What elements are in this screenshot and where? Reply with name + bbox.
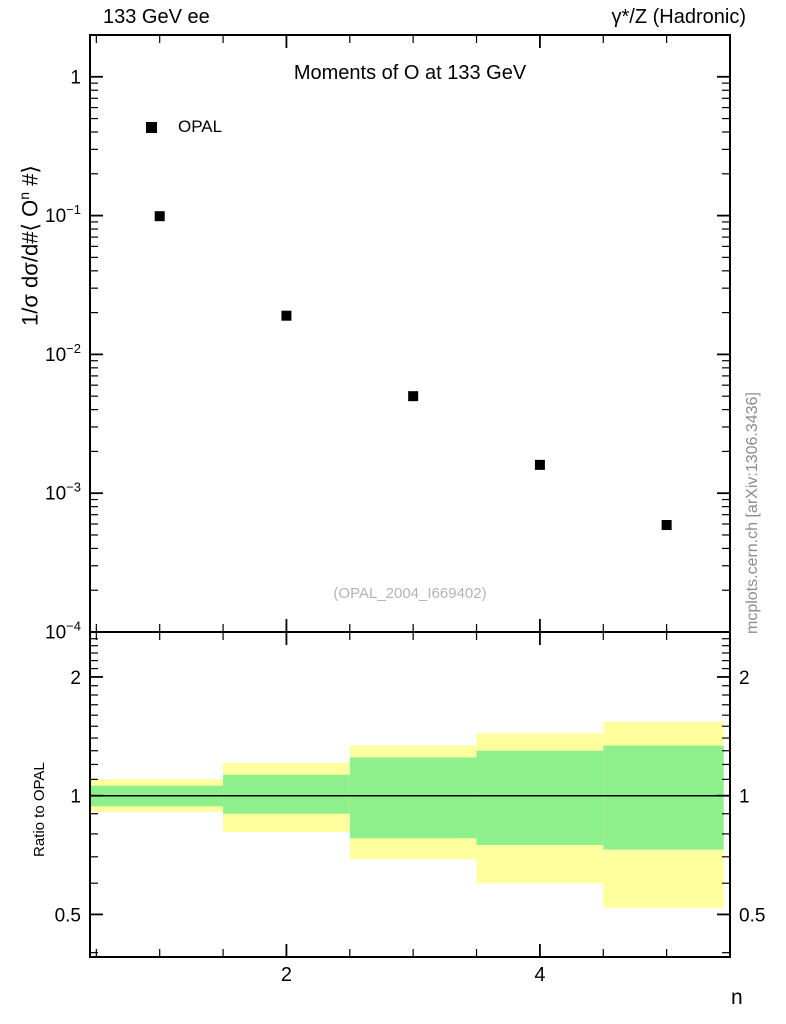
x-tick-label: 2	[281, 964, 292, 986]
header-beam-energy: 133 GeV ee	[103, 6, 210, 28]
ratio-y-tick-label-right: 1	[739, 787, 750, 808]
x-tick-label: 4	[534, 964, 545, 986]
legend-label: OPAL	[178, 117, 223, 136]
data-point-square	[534, 459, 545, 470]
analysis-watermark: (OPAL_2004_I669402)	[333, 585, 487, 602]
inner-uncertainty-band	[603, 745, 724, 850]
ratio-bands	[90, 721, 724, 908]
data-point-square	[281, 310, 292, 321]
main-y-axis-label: 1/σ dσ/d#⟨ On #⟩	[16, 165, 43, 326]
ratio-y-tick-label-right: 0.5	[739, 905, 765, 926]
ratio-y-tick-label-left: 2	[70, 668, 81, 689]
attribution-side-text: mcplots.cern.ch [arXiv:1306.3436]	[744, 392, 761, 634]
inner-uncertainty-band	[223, 774, 350, 814]
legend: OPAL	[146, 117, 222, 137]
ratio-y-tick-label-left: 1	[70, 787, 81, 808]
inner-uncertainty-band	[476, 750, 604, 845]
ratio-y-tick-label-left: 0.5	[55, 905, 81, 926]
header-process: γ*/Z (Hadronic)	[611, 6, 746, 28]
data-point-square	[408, 391, 419, 402]
ratio-y-axis-label: Ratio to OPAL	[31, 762, 48, 857]
data-point-square	[154, 211, 165, 222]
main-y-tick-label: 10−1	[45, 202, 81, 227]
ratio-panel-frame	[89, 631, 731, 958]
plot-title: Moments of O at 133 GeV	[293, 62, 527, 84]
ratio-y-tick-label-right: 2	[739, 668, 750, 689]
data-points	[154, 211, 672, 531]
main-y-tick-label: 1	[70, 67, 81, 88]
x-axis-label: n	[731, 986, 743, 1009]
main-y-axis-label-post: #⟩	[17, 165, 43, 192]
main-y-tick-label: 10−2	[45, 341, 81, 366]
tick-labels: 1 10−1 10−2 10−3 10−4 0.5 0.5 1 1 2 2 2 4	[45, 67, 765, 986]
legend-square-marker-icon	[146, 121, 157, 133]
main-y-axis-label-superscript: n	[16, 191, 32, 200]
main-y-tick-label: 10−3	[45, 480, 81, 505]
inner-uncertainty-band	[349, 757, 477, 839]
data-point-square	[661, 520, 672, 531]
main-y-axis-label-pre: 1/σ dσ/d#⟨ O	[17, 199, 43, 326]
main-y-tick-label: 10−4	[45, 619, 81, 644]
